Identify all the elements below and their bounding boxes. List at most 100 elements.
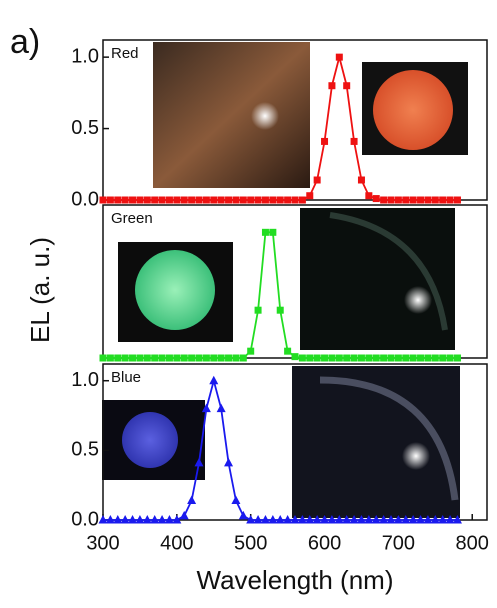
marker: [203, 355, 210, 362]
marker: [328, 82, 335, 89]
y-tick-label: 0.5: [71, 439, 99, 461]
marker: [218, 197, 225, 204]
marker: [336, 355, 343, 362]
marker: [269, 229, 276, 236]
marker: [439, 197, 446, 204]
marker: [402, 197, 409, 204]
x-tick-label: 800: [456, 532, 489, 554]
photos: [102, 42, 468, 518]
marker: [417, 197, 424, 204]
marker: [454, 355, 461, 362]
marker: [454, 197, 461, 204]
marker: [188, 355, 195, 362]
marker: [395, 355, 402, 362]
marker: [373, 355, 380, 362]
x-tick-label: 500: [234, 532, 267, 554]
marker: [351, 138, 358, 145]
marker: [114, 355, 121, 362]
marker: [277, 197, 284, 204]
marker: [231, 496, 240, 505]
x-axis-label: Wavelength (nm): [197, 565, 394, 595]
marker: [122, 197, 129, 204]
marker: [343, 355, 350, 362]
y-tick-label: 1.0: [71, 369, 99, 391]
marker: [247, 197, 254, 204]
marker: [173, 355, 180, 362]
marker: [424, 355, 431, 362]
marker: [439, 355, 446, 362]
marker: [173, 197, 180, 204]
marker: [262, 197, 269, 204]
marker: [255, 307, 262, 314]
series-label: Red: [111, 45, 139, 62]
marker: [447, 197, 454, 204]
marker: [269, 197, 276, 204]
marker: [144, 355, 151, 362]
marker: [447, 355, 454, 362]
marker: [232, 197, 239, 204]
marker: [432, 197, 439, 204]
marker: [225, 355, 232, 362]
marker: [388, 197, 395, 204]
marker: [373, 195, 380, 202]
panel-label: a): [10, 23, 40, 61]
marker: [358, 177, 365, 184]
marker: [232, 355, 239, 362]
marker: [136, 197, 143, 204]
marker: [284, 348, 291, 355]
marker: [292, 353, 299, 360]
photo-spot: [251, 102, 279, 130]
marker: [187, 496, 196, 505]
marker: [314, 355, 321, 362]
marker: [218, 355, 225, 362]
marker: [358, 355, 365, 362]
marker: [292, 197, 299, 204]
marker: [410, 197, 417, 204]
marker: [306, 355, 313, 362]
marker: [159, 197, 166, 204]
marker: [196, 355, 203, 362]
marker: [224, 458, 233, 467]
x-tick-label: 400: [160, 532, 193, 554]
marker: [395, 197, 402, 204]
marker: [151, 355, 158, 362]
marker: [166, 197, 173, 204]
marker: [284, 197, 291, 204]
marker: [424, 197, 431, 204]
marker: [180, 511, 189, 519]
marker: [100, 197, 107, 204]
marker: [432, 355, 439, 362]
y-axis-label: EL (a. u.): [25, 237, 55, 343]
marker: [210, 355, 217, 362]
marker: [209, 376, 218, 385]
x-tick-label: 600: [308, 532, 341, 554]
marker: [217, 404, 226, 413]
marker: [240, 197, 247, 204]
marker: [321, 138, 328, 145]
marker: [321, 355, 328, 362]
marker: [122, 355, 129, 362]
photo-spot: [135, 250, 215, 330]
photo-spot: [402, 442, 430, 470]
marker: [380, 355, 387, 362]
y-tick-label: 1.0: [71, 45, 99, 67]
marker: [114, 197, 121, 204]
marker: [129, 355, 136, 362]
marker: [351, 355, 358, 362]
marker: [388, 355, 395, 362]
photo: [153, 42, 310, 188]
photo-spot: [373, 70, 453, 150]
marker: [107, 355, 114, 362]
marker: [314, 177, 321, 184]
marker: [151, 197, 158, 204]
marker: [255, 197, 262, 204]
marker: [239, 511, 248, 519]
marker: [247, 348, 254, 355]
marker: [343, 82, 350, 89]
marker: [336, 54, 343, 61]
marker: [136, 355, 143, 362]
series-label: Blue: [111, 369, 141, 386]
marker: [188, 197, 195, 204]
marker: [159, 355, 166, 362]
x-tick-label: 300: [86, 532, 119, 554]
